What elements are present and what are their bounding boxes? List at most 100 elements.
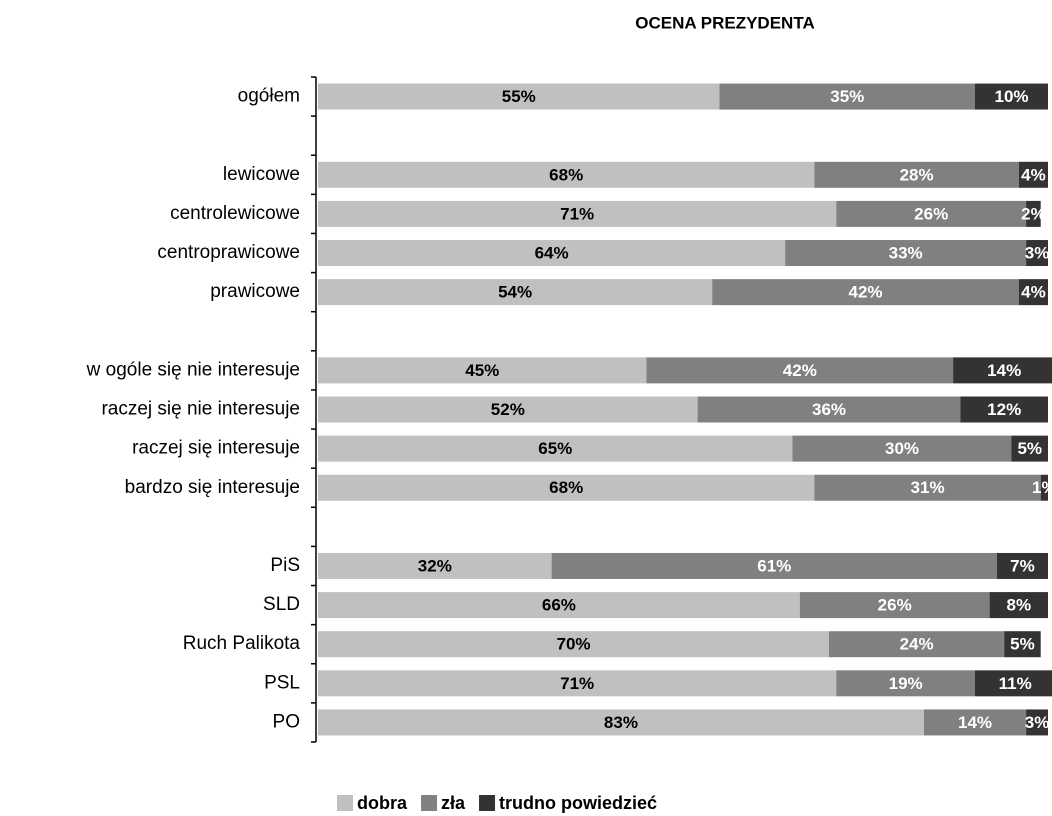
bar-segment [829, 631, 1005, 658]
bar-segment [318, 670, 837, 697]
bar-segment [318, 592, 800, 619]
value-label: 30% [885, 439, 919, 458]
bar-segment [1011, 435, 1048, 462]
value-label: 83% [604, 713, 638, 732]
bar-segment [318, 435, 793, 462]
value-label: 33% [889, 244, 923, 263]
value-label: 5% [1010, 635, 1035, 654]
bar-segment [989, 592, 1048, 619]
legend-swatch [479, 795, 496, 811]
value-label: 8% [1007, 596, 1032, 615]
bar-segment [975, 670, 1052, 697]
legend-swatch [421, 795, 438, 811]
bar-segment [318, 357, 647, 384]
bar-segment [1026, 240, 1048, 267]
bar-segment [814, 474, 1041, 501]
bar-segment [318, 552, 552, 579]
value-label: 26% [878, 596, 912, 615]
bar-segment [923, 709, 1027, 736]
category-label: bardzo się interesuje [125, 477, 300, 498]
bar-segment [712, 279, 1019, 306]
category-label: centrolewicowe [170, 203, 300, 224]
category-label: raczej się nie interesuje [101, 399, 300, 420]
category-label: PO [273, 711, 300, 732]
bar-segment [960, 396, 1048, 423]
value-label: 14% [958, 713, 992, 732]
bar-segment [318, 279, 713, 306]
value-label: 12% [987, 400, 1021, 419]
legend-label: zła [441, 793, 466, 813]
bar-segment [792, 435, 1012, 462]
value-label: 68% [549, 165, 583, 184]
bar-segment [996, 552, 1048, 579]
value-label: 55% [502, 87, 536, 106]
value-label: 42% [848, 283, 882, 302]
value-label: 24% [900, 635, 934, 654]
value-label: 71% [560, 204, 594, 223]
value-label: 3% [1025, 244, 1050, 263]
bar-segment [318, 709, 924, 736]
category-label: raczej się interesuje [132, 438, 300, 459]
value-label: 3% [1025, 713, 1050, 732]
category-label: PSL [264, 672, 300, 693]
bar-segment [814, 161, 1019, 188]
value-label: 28% [900, 165, 934, 184]
value-label: 35% [830, 87, 864, 106]
bar-segment [1040, 474, 1048, 501]
value-label: 70% [556, 635, 590, 654]
bar-segment [785, 240, 1027, 267]
value-label: 2% [1021, 204, 1046, 223]
value-label: 1% [1032, 478, 1052, 497]
value-label: 68% [549, 478, 583, 497]
category-label: PiS [270, 555, 300, 576]
bar-segment [318, 240, 786, 267]
value-label: 19% [889, 674, 923, 693]
value-label: 7% [1010, 556, 1035, 575]
bar-segment [318, 474, 815, 501]
legend-label: dobra [357, 793, 408, 813]
bar-segment [697, 396, 961, 423]
value-label: 4% [1021, 165, 1046, 184]
value-label: 64% [535, 244, 569, 263]
bar-segment [551, 552, 997, 579]
value-label: 52% [491, 400, 525, 419]
value-label: 61% [757, 556, 791, 575]
bar-segment [1018, 161, 1048, 188]
bar-segment [719, 83, 975, 110]
bar-segment [975, 83, 1048, 110]
value-label: 71% [560, 674, 594, 693]
legend-label: trudno powiedzieć [499, 793, 657, 813]
category-label: lewicowe [223, 164, 300, 185]
legend-swatch [337, 795, 353, 811]
bar-segment [953, 357, 1052, 384]
bar-segment [799, 592, 990, 619]
value-label: 65% [538, 439, 572, 458]
value-label: 66% [542, 596, 576, 615]
bar-segment [646, 357, 954, 384]
value-label: 4% [1021, 283, 1046, 302]
category-label: w ogóle się nie interesuje [86, 359, 300, 380]
category-label: centroprawicowe [157, 242, 300, 263]
bar-segment [1004, 631, 1041, 658]
value-label: 31% [911, 478, 945, 497]
value-label: 54% [498, 283, 532, 302]
bar-segment [318, 200, 837, 227]
bar-segment [1026, 200, 1041, 227]
bar-segment [836, 670, 975, 697]
category-label: Ruch Palikota [183, 633, 301, 654]
category-label: SLD [263, 594, 300, 615]
bar-segment [1018, 279, 1048, 306]
category-label: prawicowe [210, 281, 300, 302]
bar-segment [318, 631, 829, 658]
value-label: 14% [987, 361, 1021, 380]
bar-segment [836, 200, 1027, 227]
bar-segment [318, 396, 698, 423]
value-label: 11% [999, 674, 1032, 693]
value-label: 36% [812, 400, 846, 419]
category-label: ogółem [238, 86, 300, 107]
value-label: 42% [783, 361, 817, 380]
value-label: 32% [418, 556, 452, 575]
bar-segment [318, 83, 720, 110]
